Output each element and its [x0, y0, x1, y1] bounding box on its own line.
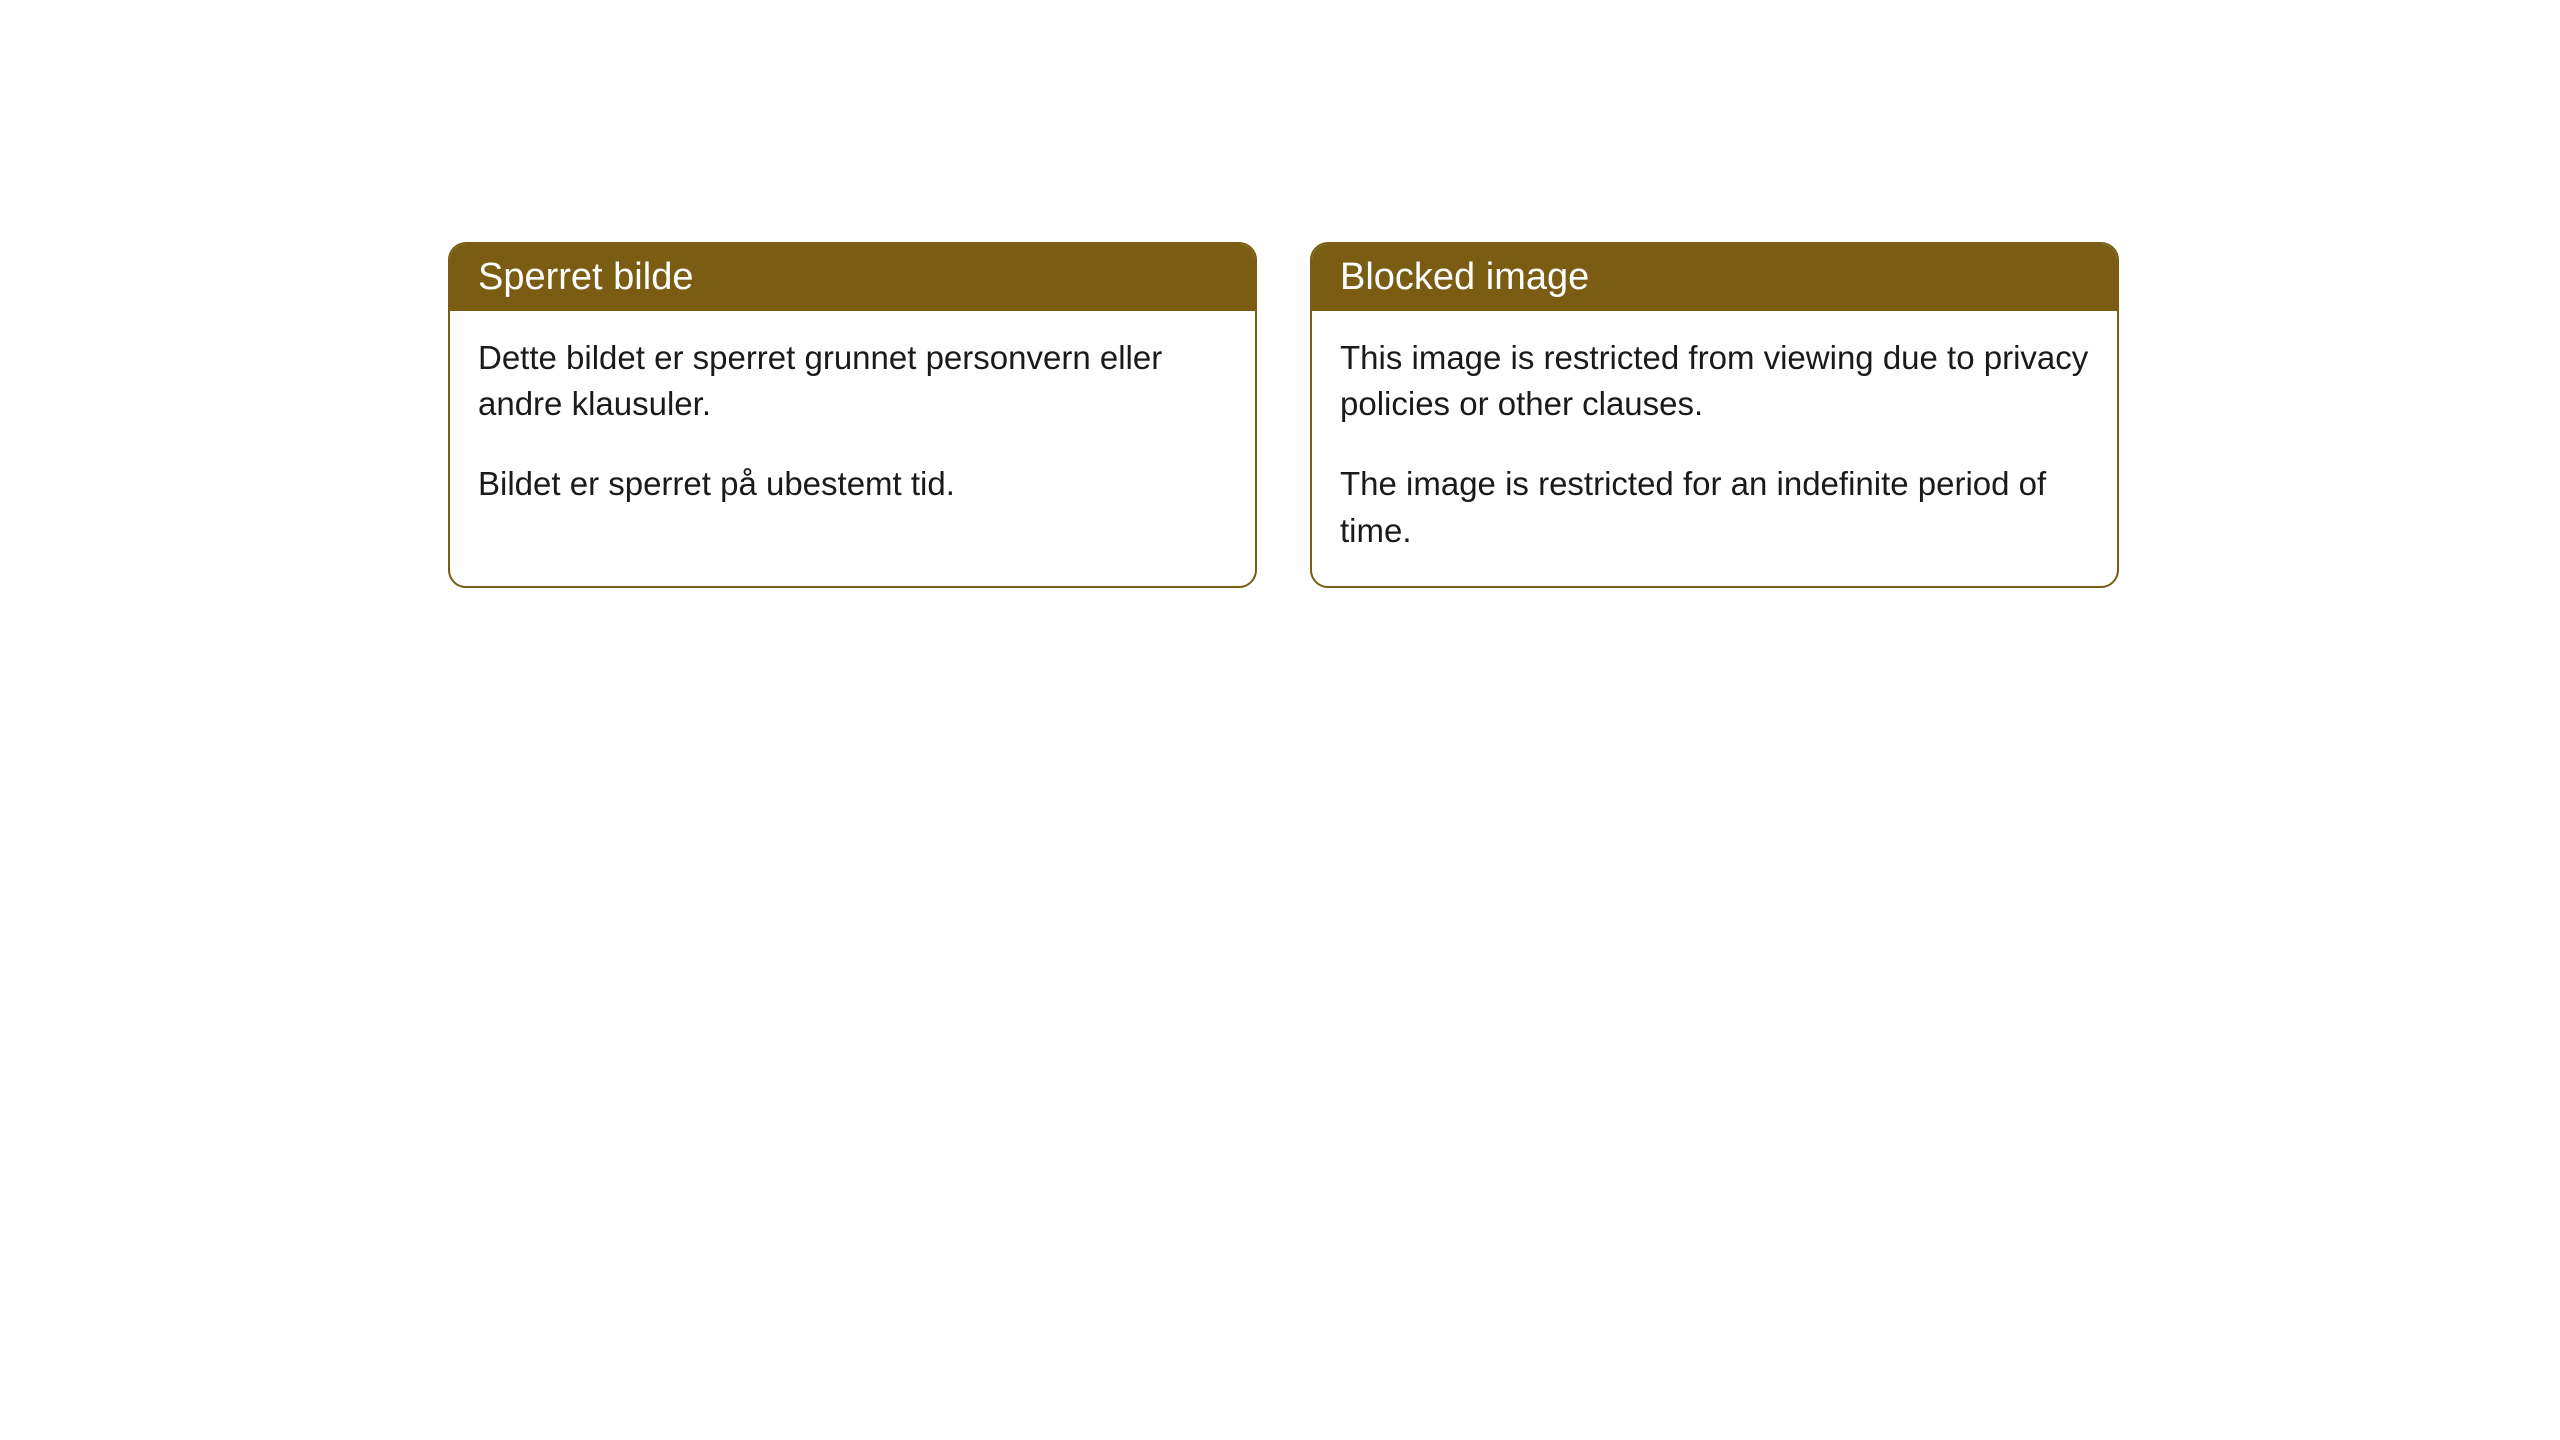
notice-body: This image is restricted from viewing du… [1312, 311, 2117, 586]
notice-card-english: Blocked image This image is restricted f… [1310, 242, 2119, 588]
notice-header: Sperret bilde [450, 244, 1255, 311]
notice-container: Sperret bilde Dette bildet er sperret gr… [448, 242, 2119, 588]
notice-header: Blocked image [1312, 244, 2117, 311]
notice-paragraph: This image is restricted from viewing du… [1340, 335, 2089, 427]
notice-body: Dette bildet er sperret grunnet personve… [450, 311, 1255, 540]
notice-paragraph: Dette bildet er sperret grunnet personve… [478, 335, 1227, 427]
notice-card-norwegian: Sperret bilde Dette bildet er sperret gr… [448, 242, 1257, 588]
notice-paragraph: Bildet er sperret på ubestemt tid. [478, 461, 1227, 507]
notice-paragraph: The image is restricted for an indefinit… [1340, 461, 2089, 553]
